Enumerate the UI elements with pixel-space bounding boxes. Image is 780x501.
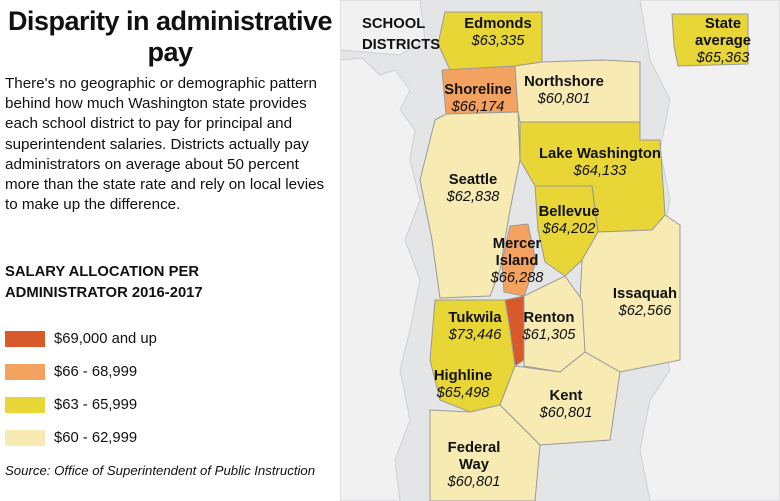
legend-label: $66 - 68,999 <box>54 364 138 380</box>
district-federal-way <box>429 404 541 501</box>
district-amount: $64,133 <box>573 163 627 179</box>
label-bellevue: Bellevue $64,202 <box>539 204 600 238</box>
label-state-average: State average $65,363 <box>688 16 758 67</box>
district-amount: $63,335 <box>471 33 525 49</box>
district-amount: $62,566 <box>618 303 672 319</box>
label-tukwila: Tukwila $73,446 <box>448 310 501 344</box>
district-amount: $66,174 <box>451 99 505 115</box>
district-name: Edmonds <box>464 16 532 32</box>
district-amount: $61,305 <box>522 327 576 343</box>
map-header: SCHOOL DISTRICTS <box>362 16 441 53</box>
label-mercer-island: Mercer Island $66,288 <box>482 236 552 287</box>
district-name: Renton <box>523 310 575 326</box>
district-amount: $60,801 <box>539 405 593 421</box>
legend-item-tier-1: $66 - 68,999 <box>5 362 325 384</box>
district-name: State average <box>695 16 751 49</box>
district-amount: $62,838 <box>446 189 500 205</box>
label-issaquah: Issaquah $62,566 <box>613 286 677 320</box>
label-lake-washington: Lake Washington $64,133 <box>539 146 661 180</box>
label-edmonds: Edmonds $63,335 <box>464 16 531 50</box>
district-issaquah <box>579 214 681 373</box>
label-northshore: Northshore $60,801 <box>524 74 604 108</box>
legend-item-tier-2: $63 - 65,999 <box>5 395 325 417</box>
legend-title: SALARY ALLOCATION PER ADMINISTRATOR 2016… <box>5 264 203 301</box>
label-highline: Highline $65,498 <box>434 368 492 402</box>
district-amount: $60,801 <box>537 91 591 107</box>
label-shoreline: Shoreline $66,174 <box>444 82 511 116</box>
legend-swatch <box>5 364 45 380</box>
legend-swatch <box>5 397 45 413</box>
legend-item-tier-3: $60 - 62,999 <box>5 428 325 450</box>
district-seattle <box>419 111 521 299</box>
northwest-landmass <box>340 0 426 56</box>
text-panel: Disparity in administrative pay There's … <box>0 0 335 501</box>
legend-label: $69,000 and up <box>54 331 157 347</box>
district-amount: $60,801 <box>447 474 501 490</box>
label-renton: Renton $61,305 <box>523 310 576 344</box>
district-amount: $65,363 <box>696 50 750 66</box>
district-bellevue <box>534 185 599 277</box>
district-amount: $66,288 <box>490 270 544 286</box>
map-canvas <box>340 0 780 501</box>
district-amount: $65,498 <box>436 385 490 401</box>
source-note: Source: Office of Superintendent of Publ… <box>5 463 316 478</box>
headline: Disparity in administrative pay <box>7 6 333 67</box>
district-name: Lake Washington <box>539 146 661 162</box>
intro-paragraph: There's no geographic or demographic pat… <box>5 75 325 214</box>
kitsap-landmass <box>340 57 421 501</box>
label-kent: Kent $60,801 <box>540 388 593 422</box>
district-name: Federal Way <box>447 440 501 473</box>
district-name: Tukwila <box>448 310 502 326</box>
state-outline-icon <box>671 13 749 67</box>
district-name: Bellevue <box>538 204 600 220</box>
district-map: SCHOOL DISTRICTS Edmonds $63,335 State a… <box>340 0 780 501</box>
legend-label: $60 - 62,999 <box>54 430 138 446</box>
legend-swatch <box>5 430 45 446</box>
label-seattle: Seattle $62,838 <box>447 172 500 206</box>
district-name: Seattle <box>448 172 498 188</box>
legend-item-tier-0: $69,000 and up <box>5 329 325 351</box>
district-name: Highline <box>433 368 493 384</box>
district-amount: $73,446 <box>448 327 502 343</box>
district-name: Issaquah <box>612 286 678 302</box>
district-amount: $64,202 <box>542 221 596 237</box>
legend-swatch <box>5 331 45 347</box>
district-name: Mercer Island <box>492 236 542 269</box>
legend-label: $63 - 65,999 <box>54 397 138 413</box>
district-name: Kent <box>549 388 583 404</box>
district-name: Shoreline <box>444 82 512 98</box>
district-name: Northshore <box>524 74 604 90</box>
label-federal-way: Federal Way $60,801 <box>444 440 504 491</box>
